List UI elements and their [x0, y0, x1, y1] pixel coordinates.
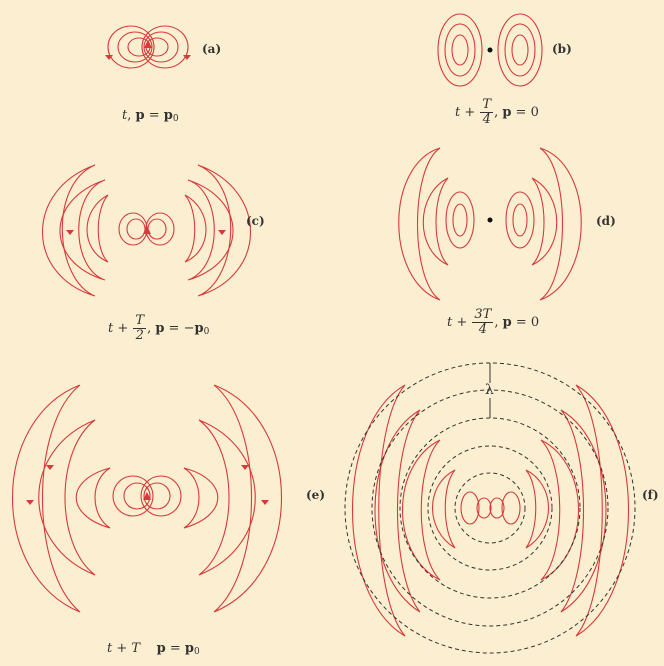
panel-c-label: (c)	[246, 214, 265, 228]
caption-d: t + 3T 4, p = 0	[447, 307, 540, 337]
panel-e-field-lines	[12, 384, 282, 613]
caption-e: t + T p = p0	[107, 641, 200, 657]
arrowheads	[26, 40, 269, 505]
lambda-label: λ	[485, 382, 494, 398]
dipole-dot-b	[487, 47, 493, 53]
panel-d-label: (d)	[596, 214, 616, 228]
panel-f-label: (f)	[642, 488, 659, 502]
panel-a-label: (a)	[202, 42, 222, 56]
panel-e-label: (e)	[306, 488, 325, 502]
panel-d-field-lines	[398, 147, 582, 301]
dipole-dot-d	[487, 217, 493, 223]
panel-b-label: (b)	[552, 42, 572, 56]
panel-b-field-lines	[437, 13, 543, 87]
panel-f-field-lines	[352, 384, 629, 637]
caption-a: t, p = p0	[122, 108, 179, 124]
panel-a-field-lines	[107, 25, 189, 69]
